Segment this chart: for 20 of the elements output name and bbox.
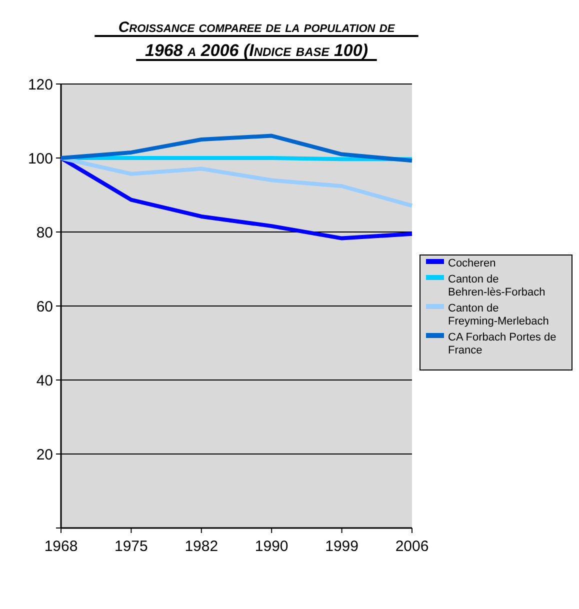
y-tick-label: 120 [28, 76, 53, 94]
y-tick-label: 80 [36, 224, 53, 242]
chart-title: Croissance comparee de la population de 1968 a 2006 (Indice base 100) [118, 19, 396, 60]
legend-label: Canton de Behren-lès-Forbach [448, 273, 546, 298]
x-tick-label: 2006 [395, 538, 429, 555]
x-tick-label: 1990 [254, 538, 288, 555]
line-series [59, 156, 414, 240]
line-series [59, 134, 414, 163]
y-tick-label: 100 [28, 150, 53, 168]
legend-label: Cocheren [448, 257, 496, 270]
y-tick-label: 60 [36, 298, 53, 316]
line-series [59, 156, 414, 208]
y-tick-label: 20 [36, 446, 53, 464]
y-tick-label: 40 [36, 372, 53, 390]
legend-label: CA Forbach Portes de France [448, 331, 556, 356]
x-tick-label: 1968 [44, 538, 78, 555]
x-tick-label: 1975 [114, 538, 148, 555]
legend-label: Canton de Freyming-Merlebach [448, 302, 549, 328]
x-tick-label: 1999 [325, 538, 358, 555]
x-tick-label: 1982 [184, 538, 218, 555]
